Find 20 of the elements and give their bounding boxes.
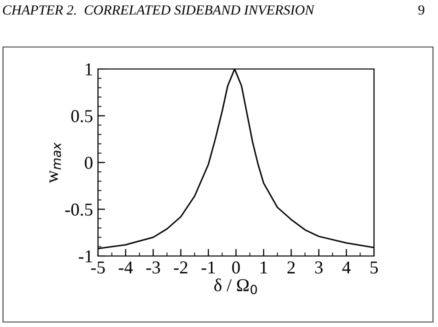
x-tick-label: 1 (260, 261, 268, 274)
x-tick-label: 2 (287, 261, 295, 274)
x-tick-label: 0 (232, 261, 240, 274)
y-tick-label: 0 (84, 156, 92, 169)
x-tick-label: 5 (370, 262, 378, 274)
y-tick-label: 0.5 (71, 110, 92, 122)
x-tick-label: -3 (146, 261, 160, 274)
x-axis-title: δ / Ω$_{0}$ (214, 278, 257, 294)
x-tick-label: -4 (118, 262, 133, 274)
x-tick-label: -5 (91, 262, 105, 274)
text: 9 (418, 5, 424, 15)
x-tick-label: 3 (315, 261, 323, 274)
x-tick-label: -2 (174, 261, 188, 274)
y-tick-label: -0.5 (65, 204, 92, 216)
text: CHAPTER 2. CORRELATED SIDEBAND INVERSION (2, 5, 315, 15)
y-axis-title: w$_{max}$ (50, 142, 62, 184)
y-tick-label: -1 (78, 250, 92, 262)
x-tick-label: 4 (342, 262, 351, 274)
y-tick-label: 1 (86, 63, 92, 76)
x-tick-label: -1 (202, 261, 215, 274)
